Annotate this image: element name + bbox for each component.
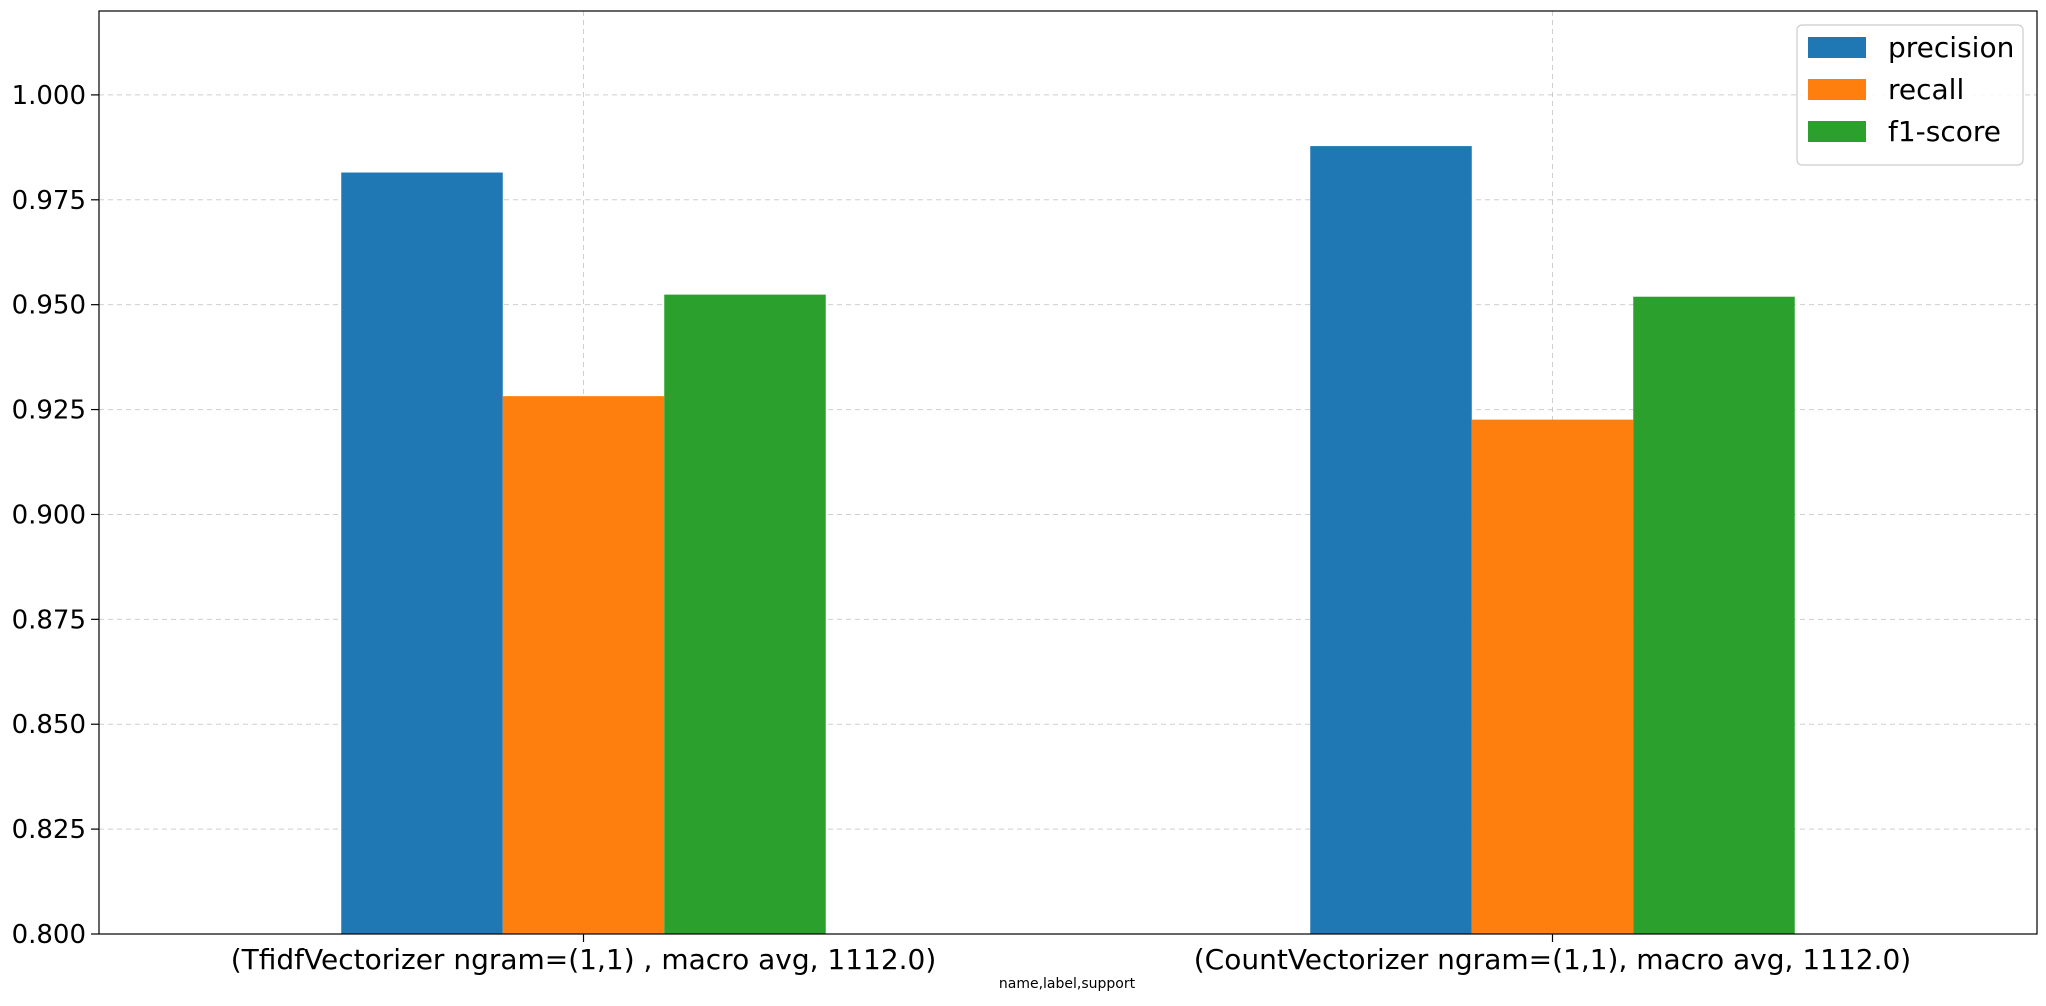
bar-precision-1 bbox=[1310, 146, 1472, 935]
legend-swatch-f1-score bbox=[1808, 121, 1866, 142]
y-tick-label: 0.850 bbox=[12, 710, 86, 740]
y-tick-label: 0.975 bbox=[12, 186, 86, 216]
bar-recall-1 bbox=[1471, 419, 1634, 934]
y-tick-label: 0.800 bbox=[12, 920, 86, 950]
legend-label-f1-score: f1-score bbox=[1888, 115, 2001, 148]
y-tick-label: 1.000 bbox=[12, 81, 86, 111]
plot-frame bbox=[98, 10, 2038, 935]
bar-f1-score-0 bbox=[664, 294, 826, 934]
legend-label-recall: recall bbox=[1888, 73, 1964, 106]
bar-precision-0 bbox=[341, 172, 503, 934]
y-tick-label: 0.875 bbox=[12, 605, 86, 635]
legend: precision recall f1-score bbox=[1796, 24, 2024, 166]
bar-f1-score-1 bbox=[1633, 296, 1795, 934]
legend-swatch-precision bbox=[1808, 37, 1866, 58]
axes bbox=[91, 10, 2038, 942]
x-tick-label: (CountVectorizer ngram=(1,1), macro avg,… bbox=[1194, 943, 1911, 976]
y-tick-label: 0.900 bbox=[12, 500, 86, 530]
legend-label-precision: precision bbox=[1888, 31, 2014, 64]
y-tick-label: 0.925 bbox=[12, 396, 86, 426]
y-tick-label: 0.950 bbox=[12, 291, 86, 321]
legend-swatch-recall bbox=[1808, 79, 1866, 100]
x-axis-label: name,label,support bbox=[999, 976, 1136, 992]
bar-recall-0 bbox=[502, 396, 665, 935]
y-tick-label: 0.825 bbox=[12, 815, 86, 845]
x-tick-label: (TfidfVectorizer ngram=(1,1) , macro avg… bbox=[231, 943, 937, 976]
tick-labels: 0.800 0.825 0.850 0.875 0.900 0.925 0.950 0.975… bbox=[12, 81, 1912, 976]
bars bbox=[341, 146, 1795, 935]
